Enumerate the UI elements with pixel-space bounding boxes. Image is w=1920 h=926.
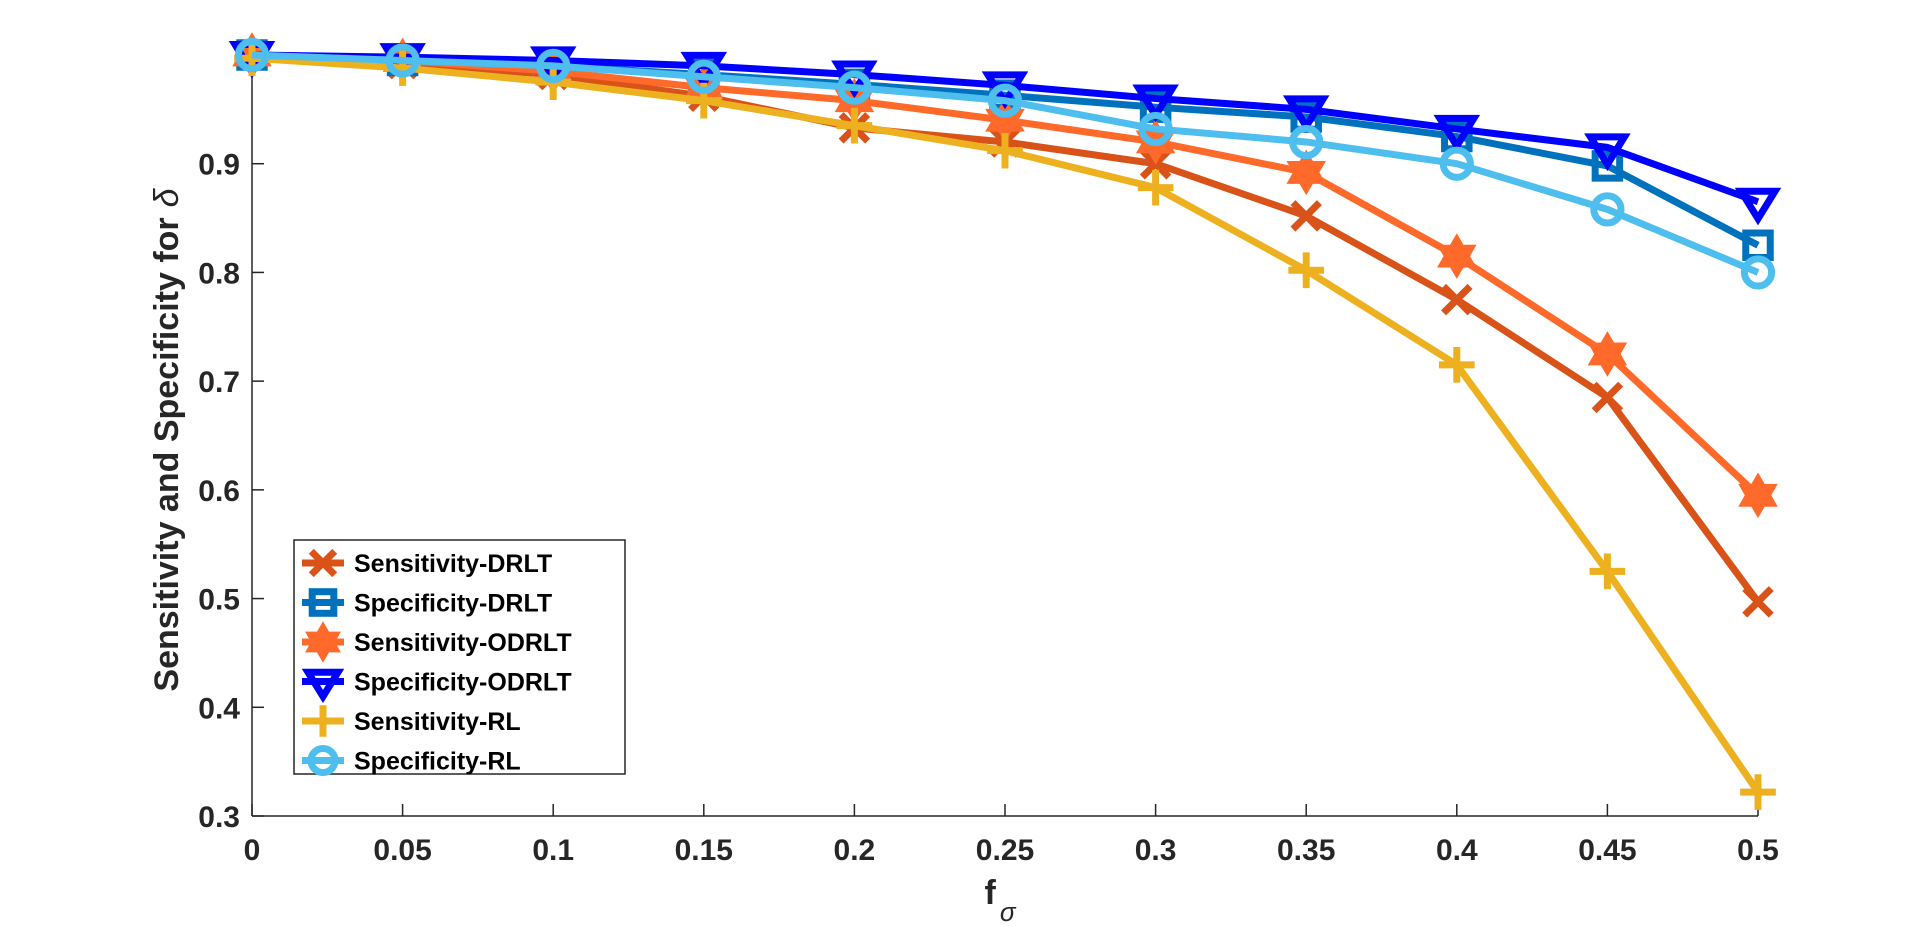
- x-tick-label: 0.1: [532, 834, 574, 867]
- data-point: [1132, 84, 1179, 123]
- y-tick-label: 0.3: [198, 801, 240, 834]
- legend-label: Sensitivity-ODRLT: [354, 629, 572, 657]
- data-point: [1437, 233, 1477, 279]
- y-tick-label: 0.7: [198, 366, 240, 399]
- y-tick-label: 0.5: [198, 584, 240, 617]
- data-point: [1288, 252, 1325, 289]
- data-point: [1740, 255, 1776, 290]
- data-point: [1286, 149, 1326, 196]
- legend-marker: [308, 548, 338, 578]
- x-tick-label: 0: [244, 834, 261, 867]
- data-point: [1441, 283, 1473, 316]
- legend-entry: Sensitivity-RL: [302, 705, 521, 737]
- x-tick-label: 0.25: [976, 834, 1034, 867]
- series-specificity-rl: [234, 37, 1776, 290]
- data-point: [836, 107, 873, 144]
- data-point: [987, 83, 1023, 118]
- data-point: [1290, 200, 1322, 232]
- legend-label: Sensitivity-DRLT: [354, 550, 552, 578]
- data-point: [1439, 146, 1474, 181]
- series-sensitivity-rl: [234, 40, 1776, 810]
- data-point: [1584, 133, 1631, 172]
- y-tick-label: 0.8: [198, 257, 240, 290]
- data-point: [837, 70, 872, 105]
- x-tick-label: 0.5: [1737, 834, 1779, 867]
- x-tick-label: 0.4: [1436, 834, 1478, 867]
- data-point: [1282, 95, 1330, 134]
- data-point: [234, 37, 270, 73]
- legend-marker: [308, 588, 338, 617]
- data-point: [1138, 111, 1173, 147]
- data-point: [987, 132, 1023, 169]
- legend-entry: Sensitivity-ODRLT: [302, 621, 572, 663]
- data-point: [1740, 774, 1776, 810]
- x-tick-label: 0.3: [1135, 834, 1177, 867]
- legend-entry: Specificity-RL: [302, 745, 521, 776]
- data-point: [1591, 150, 1624, 182]
- legend-label: Specificity-ODRLT: [354, 669, 572, 697]
- legend-entry: Sensitivity-DRLT: [302, 548, 552, 578]
- data-point: [536, 48, 571, 83]
- legend-label: Sensitivity-RL: [354, 708, 521, 736]
- y-tick-label: 0.6: [198, 475, 240, 508]
- data-point: [1742, 586, 1774, 618]
- data-point: [1738, 472, 1778, 519]
- data-point: [1438, 346, 1475, 383]
- data-point: [1587, 331, 1628, 377]
- x-tick-label: 0.05: [373, 834, 431, 867]
- legend-marker: [301, 668, 345, 704]
- data-point: [1589, 553, 1626, 590]
- legend-marker: [307, 745, 339, 776]
- x-tick-label: 0.2: [834, 834, 876, 867]
- y-axis-title: Sensitivity and Specificity forδ: [148, 187, 186, 691]
- data-point: [686, 59, 721, 94]
- y-axis-symbol: δ: [148, 187, 186, 207]
- series-line: [251, 51, 1760, 276]
- x-tick-label: 0.45: [1578, 834, 1636, 867]
- y-tick-label: 0.4: [198, 692, 240, 725]
- data-point: [1289, 124, 1324, 160]
- legend-marker: [307, 705, 339, 737]
- legend-box: [293, 539, 626, 775]
- x-axis-subscript: σ: [1000, 897, 1017, 926]
- legend-label: Specificity-RL: [354, 748, 521, 776]
- y-tick-label: 0.9: [198, 149, 240, 182]
- axes: 0 0.05 0.1 0.15 0.2 0.25 0.3 0.35 0.4 0.45 0.5 0.3 0…: [198, 55, 1779, 867]
- data-point: [385, 43, 420, 78]
- data-point: [1590, 192, 1625, 227]
- data-point: [1591, 381, 1624, 414]
- legend-entry: Specificity-ODRLT: [301, 668, 572, 704]
- data-point: [1734, 187, 1782, 226]
- series-layer: [228, 32, 1782, 810]
- legend: Sensitivity-DRLT Specificity-DRLT Sensitiv…: [293, 539, 626, 776]
- x-tick-label: 0.35: [1277, 834, 1335, 867]
- legend-marker: [305, 621, 341, 663]
- data-point: [1433, 114, 1481, 153]
- x-tick-label: 0.15: [675, 834, 733, 867]
- legend-label: Specificity-DRLT: [354, 590, 552, 618]
- data-point: [1137, 169, 1174, 206]
- legend-entry: Specificity-DRLT: [302, 588, 552, 618]
